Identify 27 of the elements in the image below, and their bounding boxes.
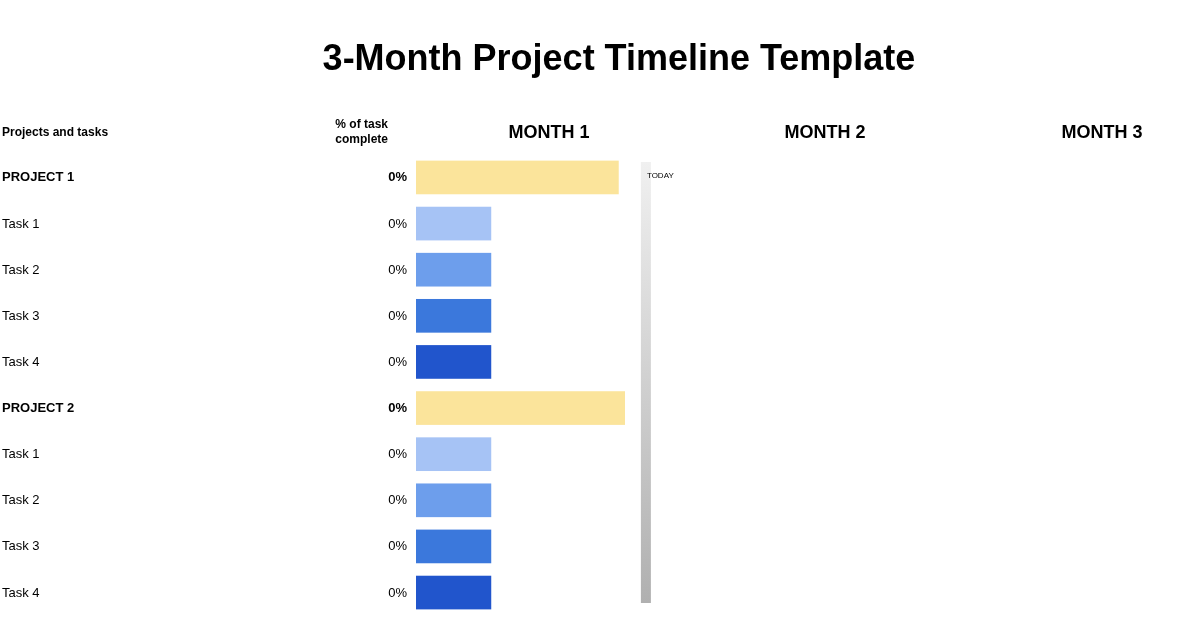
ref-line-label: TODAY xyxy=(646,171,675,180)
y-tick-label: Task 3 xyxy=(2,538,40,554)
text: MONTH 1 xyxy=(508,122,590,142)
text: 0% xyxy=(388,538,408,554)
y-tick-label: PROJECT 1 xyxy=(2,169,75,185)
text: 0% xyxy=(388,492,408,508)
text: 0% xyxy=(388,261,408,277)
text: 0% xyxy=(388,215,408,231)
y-tick-label: Task 4 xyxy=(2,584,40,600)
text: 0% xyxy=(388,446,408,462)
text: 0% xyxy=(388,307,408,323)
y-tick-label: Task 2 xyxy=(2,261,40,277)
text: MONTH 3 xyxy=(1061,122,1143,142)
y-tick-label: Task 1 xyxy=(2,215,40,231)
chart-title: 3-Month Project Timeline Template xyxy=(322,37,916,78)
text: 0% xyxy=(388,353,408,369)
y-tick-label: Task 1 xyxy=(2,446,40,462)
y-tick-label: Task 3 xyxy=(2,307,40,323)
text: MONTH 2 xyxy=(784,122,866,142)
y-tick-label: PROJECT 2 xyxy=(2,400,75,416)
y2-axis-title: % of task complete xyxy=(335,117,389,146)
text: 0% xyxy=(388,584,408,600)
y-tick-label: Task 4 xyxy=(2,353,40,369)
y-axis-title: Projects and tasks xyxy=(2,125,109,139)
text: 0% xyxy=(388,400,408,416)
y-tick-label: Task 2 xyxy=(2,492,40,508)
text: 0% xyxy=(388,169,408,185)
